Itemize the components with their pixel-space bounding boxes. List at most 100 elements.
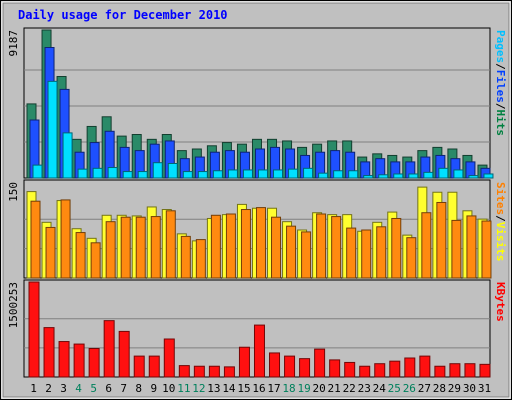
chart-frame-shadow xyxy=(2,2,510,398)
bar-kbytes-day-29 xyxy=(449,363,461,378)
x-tick-label-day-28: 28 xyxy=(433,382,446,395)
bar-sites-day-22 xyxy=(346,227,357,279)
bar-sites-day-21 xyxy=(331,216,342,279)
bar-pages-day-4 xyxy=(77,168,88,179)
legend-part-sep: / xyxy=(494,215,507,222)
x-tick-label-day-16: 16 xyxy=(252,382,265,395)
x-tick-label-day-23: 23 xyxy=(358,382,371,395)
bar-kbytes-day-4 xyxy=(73,343,85,378)
bar-kbytes-day-27 xyxy=(419,355,431,378)
bar-kbytes-day-30 xyxy=(464,363,476,378)
x-tick-label-day-21: 21 xyxy=(328,382,341,395)
bar-sites-day-20 xyxy=(316,213,327,279)
bar-sites-day-26 xyxy=(406,237,417,279)
x-tick-label-day-4: 4 xyxy=(75,382,82,395)
bar-sites-day-25 xyxy=(391,217,402,279)
bar-kbytes-day-31 xyxy=(479,363,491,378)
x-axis-day-labels: 1 2 3 4 5 6 7 8 9 10 11 12 13 14 15 16 17 18 19 20 21 22 23 24 2… xyxy=(30,382,491,395)
x-tick-label-day-29: 29 xyxy=(448,382,461,395)
bar-sites-day-3 xyxy=(60,199,71,279)
x-tick-label-day-31: 31 xyxy=(478,382,491,395)
bar-kbytes-day-19 xyxy=(299,358,311,378)
bar-pages-day-5 xyxy=(92,167,103,179)
bar-sites-day-28 xyxy=(436,201,447,279)
bar-sites-day-31 xyxy=(481,220,492,279)
bar-pages-day-16 xyxy=(257,169,268,179)
bar-pages-day-25 xyxy=(393,173,404,179)
bar-pages-day-13 xyxy=(212,170,223,179)
bar-pages-day-18 xyxy=(288,168,299,179)
bar-pages-day-29 xyxy=(453,169,464,179)
bar-sites-day-23 xyxy=(361,229,372,279)
legend-part-kbytes: KBytes xyxy=(494,282,507,322)
bar-pages-day-21 xyxy=(333,170,344,179)
x-tick-label-day-12: 12 xyxy=(192,382,205,395)
bar-pages-day-24 xyxy=(378,174,389,179)
bar-kbytes-day-20 xyxy=(314,348,326,378)
panel-hits: 9187 Pages/Files/Hits xyxy=(7,27,507,179)
bar-pages-day-28 xyxy=(438,167,449,179)
bar-sites-day-11 xyxy=(180,235,191,279)
panel-visits: 150 Sites/Visits xyxy=(7,179,507,279)
bar-kbytes-day-21 xyxy=(329,359,341,378)
bar-pages-day-1 xyxy=(32,164,43,179)
bar-kbytes-day-11 xyxy=(178,365,190,378)
bar-kbytes-day-18 xyxy=(284,355,296,378)
x-tick-label-day-26: 26 xyxy=(403,382,416,395)
bar-sites-day-8 xyxy=(135,216,146,279)
legend-part-pages: Pages xyxy=(494,30,507,63)
x-tick-label-day-10: 10 xyxy=(162,382,175,395)
bar-sites-day-16 xyxy=(255,207,266,279)
panel-hits-ymax-label: 9187 xyxy=(7,30,20,57)
bar-pages-day-20 xyxy=(318,172,329,179)
legend-part-sites: Sites xyxy=(494,182,507,215)
bar-kbytes-day-28 xyxy=(434,365,446,378)
bar-sites-day-12 xyxy=(195,239,206,279)
bar-pages-day-7 xyxy=(122,171,133,179)
x-tick-label-day-13: 13 xyxy=(207,382,220,395)
bar-sites-day-2 xyxy=(45,226,56,279)
bar-pages-day-9 xyxy=(152,162,163,179)
bar-kbytes-day-26 xyxy=(404,357,416,378)
x-tick-label-day-19: 19 xyxy=(297,382,310,395)
panel-visits-ymax-label: 150 xyxy=(7,182,20,202)
x-tick-label-day-7: 7 xyxy=(120,382,127,395)
panel-kbytes-ymax-label: 1500253 xyxy=(7,282,20,328)
chart-frame-highlight xyxy=(1,1,511,399)
bar-pages-day-31 xyxy=(483,173,494,179)
bar-kbytes-day-2 xyxy=(43,327,55,378)
bar-kbytes-day-12 xyxy=(193,365,205,378)
bar-sites-day-24 xyxy=(376,226,387,279)
x-tick-label-day-24: 24 xyxy=(373,382,387,395)
panel-hits-legend: Pages/Files/Hits xyxy=(494,30,507,136)
legend-part-visits: Visits xyxy=(494,222,507,262)
x-tick-label-day-8: 8 xyxy=(135,382,142,395)
bar-sites-day-10 xyxy=(165,210,176,279)
bar-sites-day-29 xyxy=(451,219,462,279)
bar-kbytes-day-14 xyxy=(223,366,235,378)
bar-sites-day-18 xyxy=(286,225,297,279)
legend-part-files: Files xyxy=(494,70,507,103)
bar-pages-day-3 xyxy=(62,132,73,179)
bar-kbytes-day-5 xyxy=(88,348,100,378)
x-tick-label-day-14: 14 xyxy=(222,382,236,395)
x-tick-label-day-18: 18 xyxy=(282,382,295,395)
bar-sites-day-17 xyxy=(271,216,282,279)
panel-visits-legend: Sites/Visits xyxy=(494,182,507,262)
bar-kbytes-day-17 xyxy=(269,352,281,378)
legend-part-hits: Hits xyxy=(494,110,507,137)
bar-pages-day-23 xyxy=(363,175,374,179)
bar-pages-day-6 xyxy=(107,167,118,179)
bar-pages-day-17 xyxy=(273,169,284,179)
bar-kbytes-day-23 xyxy=(359,365,371,378)
bar-pages-day-12 xyxy=(197,171,208,179)
bar-pages-day-14 xyxy=(227,169,238,179)
legend-part-sep: / xyxy=(494,63,507,70)
bar-kbytes-day-7 xyxy=(118,330,130,378)
bar-kbytes-day-16 xyxy=(253,324,265,378)
bar-kbytes-day-13 xyxy=(208,365,220,378)
bar-sites-day-19 xyxy=(301,231,312,279)
x-tick-label-day-9: 9 xyxy=(150,382,157,395)
panel-kbytes: 1500253 KBytes xyxy=(7,279,507,378)
